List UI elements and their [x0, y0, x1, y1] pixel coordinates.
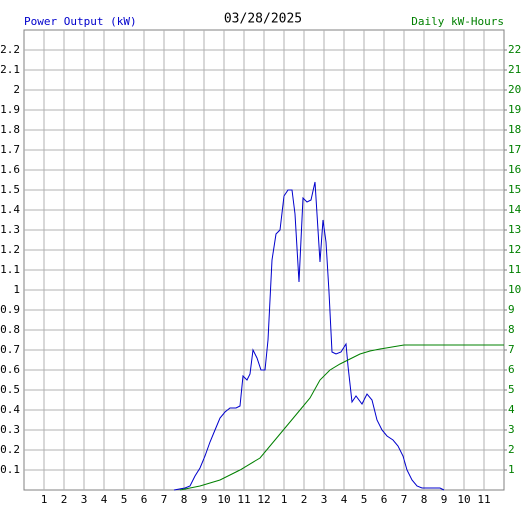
y-tick-label: 1.5 [0, 183, 20, 196]
y2-tick-label: 13 [508, 223, 521, 236]
x-tick-label: 8 [421, 493, 428, 506]
x-tick-label: 8 [181, 493, 188, 506]
y-tick-label: 1.6 [0, 163, 20, 176]
y-tick-label: 1.4 [0, 203, 20, 216]
x-tick-label: 1 [281, 493, 288, 506]
x-tick-label: 12 [257, 493, 270, 506]
x-tick-label: 7 [161, 493, 168, 506]
y2-axis-label: Daily kW-Hours [411, 15, 504, 28]
y-tick-label: 0.8 [0, 323, 20, 336]
y-axis-label: Power Output (kW) [24, 15, 137, 28]
x-tick-label: 11 [237, 493, 250, 506]
x-tick-label: 7 [401, 493, 408, 506]
y-tick-label: 0.6 [0, 363, 20, 376]
y-tick-label: 1.8 [0, 123, 20, 136]
y2-tick-label: 21 [508, 63, 521, 76]
y-tick-label: 1.3 [0, 223, 20, 236]
data-line [173, 181, 445, 491]
y2-tick-label: 1 [508, 463, 515, 476]
x-tick-label: 9 [441, 493, 448, 506]
x-tick-label: 3 [81, 493, 88, 506]
x-tick-label: 6 [141, 493, 148, 506]
y2-tick-label: 20 [508, 83, 521, 96]
y2-tick-label: 16 [508, 163, 521, 176]
y-tick-label: 1 [13, 283, 20, 296]
y2-tick-label: 22 [508, 43, 521, 56]
y2-tick-label: 14 [508, 203, 522, 216]
x-tick-label: 4 [341, 493, 348, 506]
x-tick-label: 4 [101, 493, 108, 506]
y-tick-label: 0.1 [0, 463, 20, 476]
x-tick-label: 6 [381, 493, 388, 506]
y2-tick-label: 5 [508, 383, 515, 396]
y-tick-label: 0.5 [0, 383, 20, 396]
y-tick-label: 1.9 [0, 103, 20, 116]
y-tick-label: 0.7 [0, 343, 20, 356]
y2-tick-label: 3 [508, 423, 515, 436]
y2-tick-label: 11 [508, 263, 521, 276]
y2-tick-label: 18 [508, 123, 521, 136]
y-tick-label: 1.2 [0, 243, 20, 256]
y-tick-label: 2.1 [0, 63, 20, 76]
y-tick-label: 0.4 [0, 403, 20, 416]
y2-tick-label: 19 [508, 103, 521, 116]
x-tick-label: 5 [121, 493, 128, 506]
y-tick-label: 1.7 [0, 143, 20, 156]
y2-tick-label: 17 [508, 143, 521, 156]
y2-tick-label: 4 [508, 403, 515, 416]
x-tick-label: 2 [61, 493, 68, 506]
data-line [179, 344, 504, 491]
y-tick-label: 2 [13, 83, 20, 96]
x-tick-label: 5 [361, 493, 368, 506]
y2-tick-label: 9 [508, 303, 515, 316]
y2-tick-label: 2 [508, 443, 515, 456]
x-tick-label: 10 [457, 493, 470, 506]
x-tick-label: 11 [477, 493, 490, 506]
y-tick-label: 1.1 [0, 263, 20, 276]
y-tick-label: 0.9 [0, 303, 20, 316]
x-tick-label: 1 [41, 493, 48, 506]
chart-title: 03/28/2025 [224, 12, 302, 27]
y-tick-label: 2.2 [0, 43, 20, 56]
x-tick-label: 9 [201, 493, 208, 506]
y2-tick-label: 8 [508, 323, 515, 336]
y2-tick-label: 15 [508, 183, 521, 196]
x-tick-label: 2 [301, 493, 308, 506]
y-tick-label: 0.2 [0, 443, 20, 456]
y2-tick-label: 7 [508, 343, 515, 356]
y2-tick-label: 12 [508, 243, 521, 256]
y2-tick-label: 10 [508, 283, 521, 296]
x-tick-label: 3 [321, 493, 328, 506]
y2-tick-label: 6 [508, 363, 515, 376]
x-tick-label: 10 [217, 493, 230, 506]
y-tick-label: 0.3 [0, 423, 20, 436]
